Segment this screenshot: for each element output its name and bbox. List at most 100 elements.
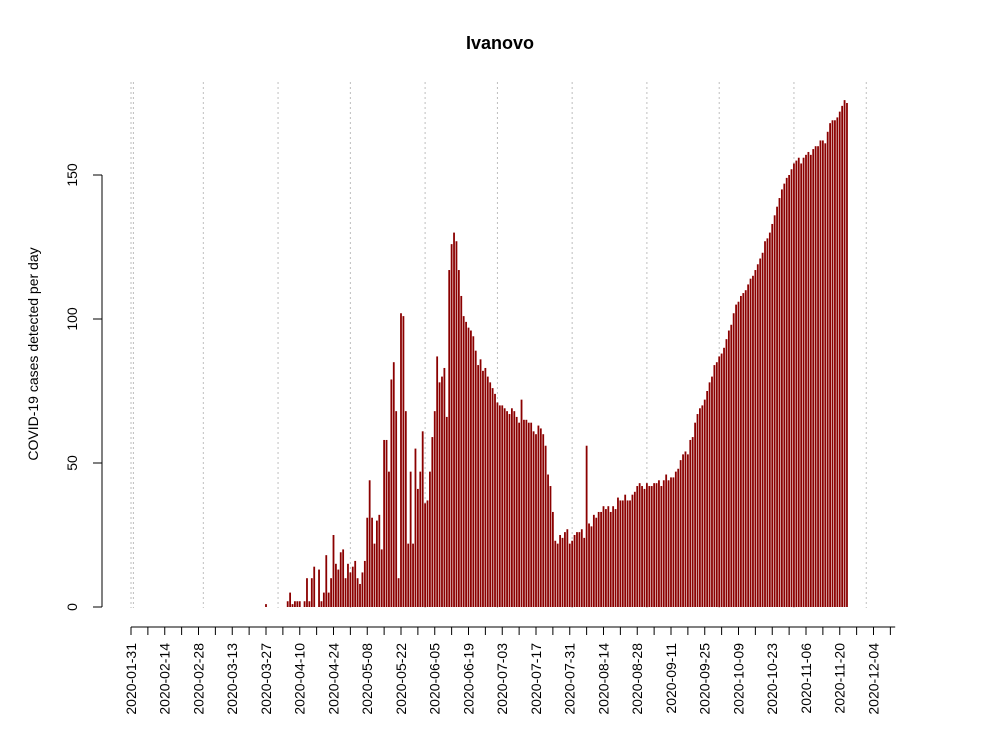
bar bbox=[648, 486, 651, 607]
bar bbox=[703, 399, 706, 607]
bar bbox=[600, 511, 602, 607]
bar bbox=[371, 517, 373, 607]
bar bbox=[530, 422, 533, 607]
bar bbox=[650, 486, 653, 607]
bar bbox=[503, 408, 506, 607]
bar bbox=[462, 316, 465, 607]
x-axis: 2020-01-31 2020-02-14 2020-02-28 2020-03-13… bbox=[123, 626, 896, 715]
bar bbox=[438, 382, 441, 607]
bar bbox=[416, 488, 419, 607]
bar bbox=[356, 578, 359, 607]
bar bbox=[383, 439, 386, 607]
bar bbox=[711, 376, 713, 607]
bar bbox=[831, 120, 834, 607]
bar bbox=[494, 393, 496, 607]
bar bbox=[375, 520, 378, 607]
bar bbox=[771, 223, 774, 607]
bar bbox=[556, 543, 559, 607]
bar bbox=[373, 543, 376, 607]
bar bbox=[829, 123, 832, 607]
x-tick-label: 2020-11-20 bbox=[832, 643, 848, 714]
bar bbox=[636, 486, 639, 607]
x-tick-label: 2020-08-14 bbox=[595, 643, 611, 715]
x-tick-label: 2020-03-13 bbox=[224, 643, 240, 715]
bar bbox=[513, 411, 516, 607]
bar bbox=[378, 514, 381, 607]
bar bbox=[318, 569, 320, 607]
bar bbox=[744, 290, 747, 607]
bar bbox=[547, 474, 549, 607]
bar bbox=[583, 537, 586, 607]
bar bbox=[465, 321, 467, 607]
x-tick-label: 2020-05-08 bbox=[359, 643, 375, 715]
bar bbox=[708, 382, 711, 607]
bar bbox=[344, 578, 347, 607]
bar bbox=[455, 241, 458, 608]
bar bbox=[484, 367, 487, 607]
bar bbox=[605, 509, 607, 607]
bar bbox=[742, 293, 745, 607]
bar bbox=[477, 365, 480, 607]
bar bbox=[313, 566, 316, 607]
bar bbox=[542, 434, 545, 607]
y-tick-label: 50 bbox=[64, 455, 80, 471]
bar bbox=[573, 535, 576, 607]
bar bbox=[783, 183, 786, 607]
x-tick-label: 2020-03-27 bbox=[258, 643, 274, 715]
bar bbox=[491, 388, 494, 607]
bar bbox=[400, 313, 402, 607]
bar bbox=[846, 103, 848, 607]
bar bbox=[332, 535, 335, 607]
bar bbox=[785, 177, 788, 607]
bar bbox=[527, 422, 530, 607]
bar bbox=[819, 140, 822, 607]
bar bbox=[655, 483, 658, 607]
y-tick-label: 0 bbox=[64, 603, 80, 611]
bar bbox=[436, 356, 439, 607]
x-tick-label: 2020-05-22 bbox=[393, 643, 409, 715]
bar bbox=[812, 149, 815, 607]
bar bbox=[713, 365, 716, 607]
bar bbox=[339, 552, 342, 607]
bar bbox=[571, 540, 574, 607]
bar bbox=[510, 408, 513, 607]
bar bbox=[330, 578, 332, 607]
bar bbox=[335, 563, 337, 607]
bar bbox=[768, 232, 771, 607]
bar bbox=[489, 382, 492, 607]
bar bbox=[298, 601, 301, 607]
bar bbox=[645, 483, 648, 607]
bar bbox=[472, 336, 475, 607]
bar bbox=[621, 500, 624, 607]
bar bbox=[735, 304, 737, 607]
bar bbox=[385, 439, 388, 607]
bar bbox=[689, 439, 692, 607]
bar bbox=[518, 422, 521, 607]
bar bbox=[737, 301, 740, 607]
bar bbox=[310, 578, 313, 607]
bar bbox=[426, 500, 429, 607]
bar bbox=[706, 391, 709, 607]
bar bbox=[460, 295, 463, 607]
bar bbox=[629, 500, 631, 607]
bar bbox=[723, 347, 725, 607]
bar bbox=[747, 284, 750, 607]
bar bbox=[296, 601, 299, 607]
x-tick-label: 2020-06-19 bbox=[460, 643, 476, 715]
bar bbox=[544, 445, 547, 607]
bar bbox=[826, 131, 829, 608]
bar bbox=[508, 414, 511, 607]
bar bbox=[564, 532, 566, 607]
bar bbox=[453, 232, 455, 607]
bar bbox=[841, 105, 844, 607]
bar bbox=[595, 517, 598, 607]
bar bbox=[821, 140, 824, 607]
bar bbox=[525, 419, 528, 607]
bar bbox=[486, 376, 489, 607]
bar bbox=[388, 471, 390, 607]
bar bbox=[684, 451, 687, 607]
bar bbox=[814, 146, 817, 607]
bar bbox=[602, 506, 605, 607]
x-tick-label: 2020-12-04 bbox=[865, 643, 881, 715]
